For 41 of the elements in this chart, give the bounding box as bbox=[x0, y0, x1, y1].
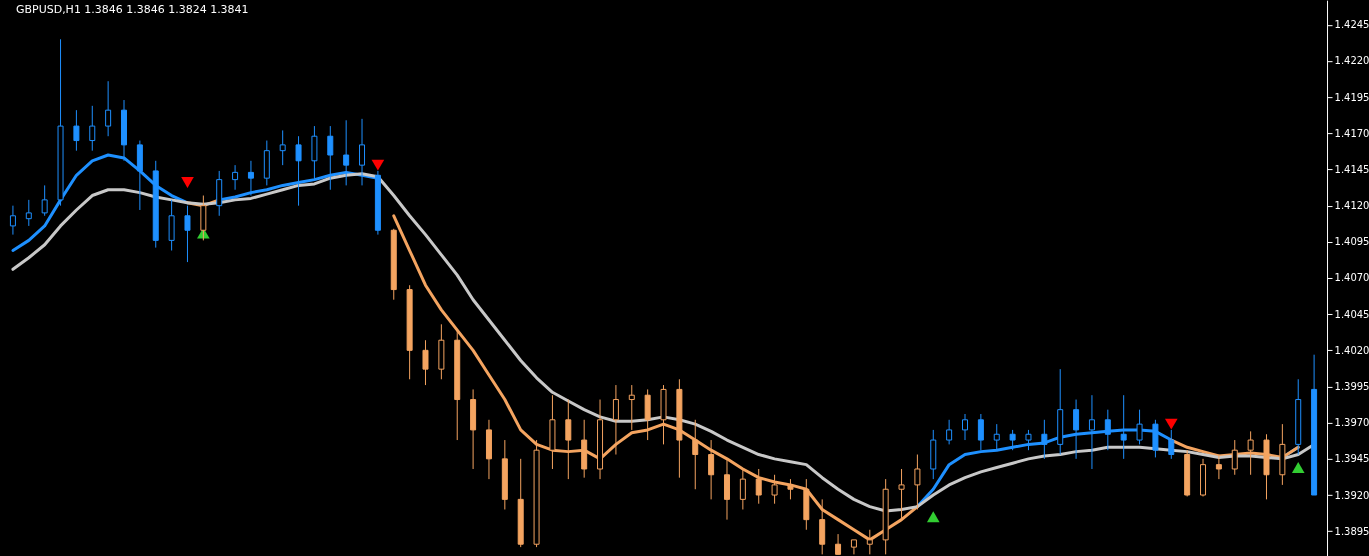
point bbox=[926, 511, 940, 523]
candlestick bbox=[184, 205, 191, 263]
y-tick-label: 1.4245 bbox=[1334, 19, 1369, 31]
y-tick-label: 1.3895 bbox=[1334, 525, 1369, 537]
point bbox=[371, 159, 385, 171]
point bbox=[181, 177, 194, 188]
y-tick-label: 1.4170 bbox=[1334, 127, 1369, 139]
y-tick-label: 1.3920 bbox=[1334, 489, 1369, 501]
point bbox=[1291, 462, 1305, 474]
y-tick-label: 1.4045 bbox=[1334, 308, 1369, 320]
candlestick bbox=[708, 439, 715, 500]
y-tick-label: 1.3945 bbox=[1334, 453, 1369, 465]
candlestick bbox=[739, 468, 746, 510]
chart-title: GBPUSD,H1 1.3846 1.3846 1.3824 1.3841 bbox=[15, 3, 249, 17]
y-tick-label: 1.4220 bbox=[1334, 55, 1369, 67]
candlestick bbox=[612, 384, 619, 456]
y-tick-label: 1.4095 bbox=[1334, 236, 1369, 248]
candlestick bbox=[9, 205, 16, 236]
y-tick-label: 1.4195 bbox=[1334, 91, 1369, 103]
candlestick bbox=[755, 468, 762, 505]
y-tick-label: 1.4145 bbox=[1334, 163, 1369, 175]
candlestick bbox=[692, 419, 699, 490]
candlestick bbox=[565, 399, 572, 480]
candlestick bbox=[898, 468, 905, 521]
candlestick bbox=[422, 339, 429, 386]
y-tick-label: 1.4120 bbox=[1334, 200, 1369, 212]
candlestick bbox=[787, 478, 794, 500]
point bbox=[1164, 418, 1178, 430]
candlestick bbox=[25, 199, 32, 227]
y-tick-label: 1.3995 bbox=[1334, 381, 1369, 393]
candlestick bbox=[771, 474, 778, 505]
y-tick-label: 1.3970 bbox=[1334, 417, 1369, 429]
candlestick bbox=[835, 533, 842, 555]
candlestick bbox=[41, 184, 48, 217]
candlestick bbox=[89, 105, 96, 152]
candlestick bbox=[628, 384, 635, 431]
candlestick bbox=[279, 129, 286, 166]
candlestick bbox=[73, 109, 80, 152]
y-tick-label: 1.4020 bbox=[1334, 344, 1369, 356]
candlestick bbox=[105, 80, 112, 137]
y-tick-label: 1.4070 bbox=[1334, 272, 1369, 284]
